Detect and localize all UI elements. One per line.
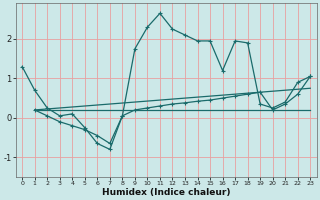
X-axis label: Humidex (Indice chaleur): Humidex (Indice chaleur) bbox=[102, 188, 230, 197]
